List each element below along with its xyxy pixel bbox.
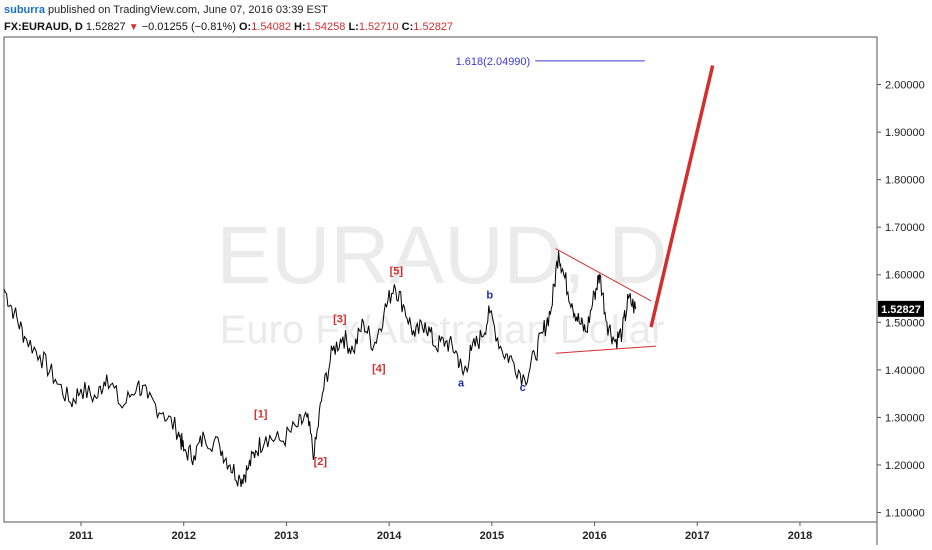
y-tick-label: 1.40000	[885, 365, 925, 377]
wave-label: [5]	[390, 266, 404, 278]
y-axis-ticks: 2.00000 1.90000 1.80000 1.70000 1.60000 1.500…	[877, 80, 925, 519]
wave-label: [3]	[333, 313, 347, 325]
down-arrow-icon: ▼	[128, 22, 139, 33]
y-tick-label: 1.30000	[885, 412, 925, 424]
open-label: O:	[238, 21, 252, 33]
last-price-tag-text: 1.52827	[881, 304, 921, 316]
open-value: 1.54082	[251, 21, 291, 33]
publish-text: published on TradingView.com, June 07, 2…	[44, 4, 328, 16]
wave-labels: [1] [2] [3] [4] [5] a b c	[254, 266, 526, 468]
price-change: −0.01255 (−0.81%)	[141, 21, 236, 33]
y-tick-label: 2.00000	[885, 80, 925, 92]
watermark-symbol: EURAUD, D	[216, 210, 667, 301]
price-line	[3, 250, 637, 487]
x-tick-label: 2014	[377, 530, 402, 542]
last-price-tag: 1.52827	[878, 300, 924, 317]
x-tick-label: 2018	[788, 530, 812, 542]
x-tick-label: 2012	[171, 530, 195, 542]
publish-info: suburra published on TradingView.com, Ju…	[4, 4, 328, 16]
watermark-description: Euro Fx/Australian Dollar	[220, 308, 665, 352]
low-value: 1.52710	[358, 21, 399, 33]
close-value: 1.52827	[413, 21, 454, 33]
x-tick-label: 2011	[69, 530, 93, 542]
high-value: 1.54258	[305, 21, 346, 33]
annotations: 1.618(2.04990)	[456, 56, 715, 354]
y-tick-label: 1.10000	[885, 507, 925, 519]
wave-label: [1]	[254, 408, 268, 420]
last-price: 1.52827	[85, 21, 126, 33]
fib-level-label: 1.618(2.04990)	[456, 56, 531, 68]
x-tick-label: 2013	[274, 530, 298, 542]
triangle-lower-line	[555, 345, 657, 354]
x-tick-label: 2015	[480, 530, 504, 542]
author-name[interactable]: suburra	[4, 4, 45, 16]
x-tick-label: 2017	[685, 530, 709, 542]
x-tick-label: 2016	[582, 530, 606, 542]
x-axis-ticks: 2011 2012 2013 2014 2015 2016 2017 2018	[69, 522, 812, 542]
wave-label: b	[486, 290, 493, 302]
y-tick-label: 1.20000	[885, 460, 925, 472]
close-label: C:	[401, 21, 414, 33]
y-tick-label: 1.80000	[885, 175, 925, 187]
triangle-upper-line	[555, 248, 652, 302]
ohlc-legend: FX:EURAUD, D 1.52827 ▼ −0.01255 (−0.81%)…	[4, 21, 453, 33]
wave-label: c	[520, 382, 526, 394]
y-tick-label: 1.90000	[885, 127, 925, 139]
y-tick-label: 1.70000	[885, 222, 925, 234]
wave-label: [2]	[314, 456, 328, 468]
wave-label: [4]	[372, 363, 386, 375]
y-tick-label: 1.50000	[885, 317, 925, 329]
price-series	[3, 250, 637, 487]
low-label: L:	[348, 21, 359, 33]
projection-arrow-line	[649, 65, 715, 328]
symbol-label[interactable]: FX:EURAUD, D	[4, 21, 83, 33]
y-tick-label: 1.60000	[885, 270, 925, 282]
wave-label: a	[458, 377, 465, 389]
high-label: H:	[294, 21, 306, 33]
